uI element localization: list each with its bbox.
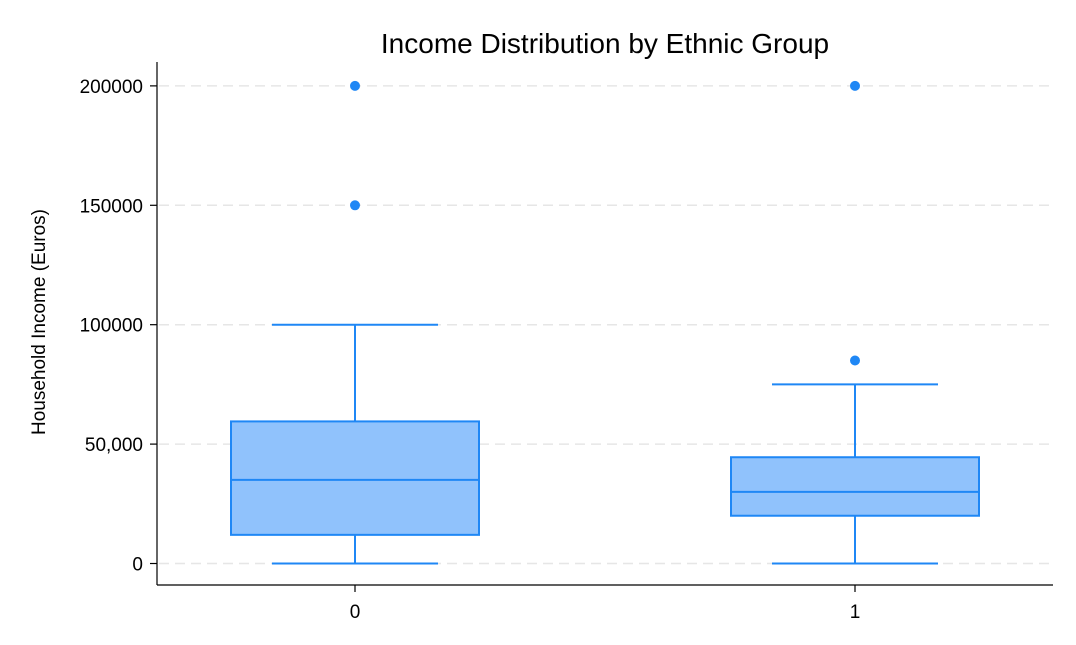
box-group-0 — [230, 80, 480, 565]
outlier-point — [350, 200, 360, 211]
y-tick-label: 50,000 — [85, 435, 143, 456]
y-tick-label: 0 — [132, 555, 143, 576]
chart-title: Income Distribution by Ethnic Group — [381, 28, 829, 59]
y-ticks: 0 50,000 100000 150000 200000 — [80, 77, 157, 576]
iqr-box — [730, 456, 980, 517]
outlier-point — [350, 80, 360, 91]
y-tick-label: 100000 — [80, 316, 143, 337]
x-tick-label: 0 — [350, 602, 361, 623]
box-group-1 — [730, 80, 980, 565]
boxes — [230, 80, 980, 565]
y-tick-label: 200000 — [80, 77, 143, 98]
y-tick-label: 150000 — [80, 196, 143, 217]
axes — [156, 62, 1053, 586]
outlier-point — [850, 80, 860, 91]
y-axis-label: Household Income (Euros) — [29, 209, 50, 435]
x-tick-label: 1 — [850, 602, 861, 623]
outlier-point — [850, 355, 860, 366]
iqr-box — [230, 420, 480, 536]
